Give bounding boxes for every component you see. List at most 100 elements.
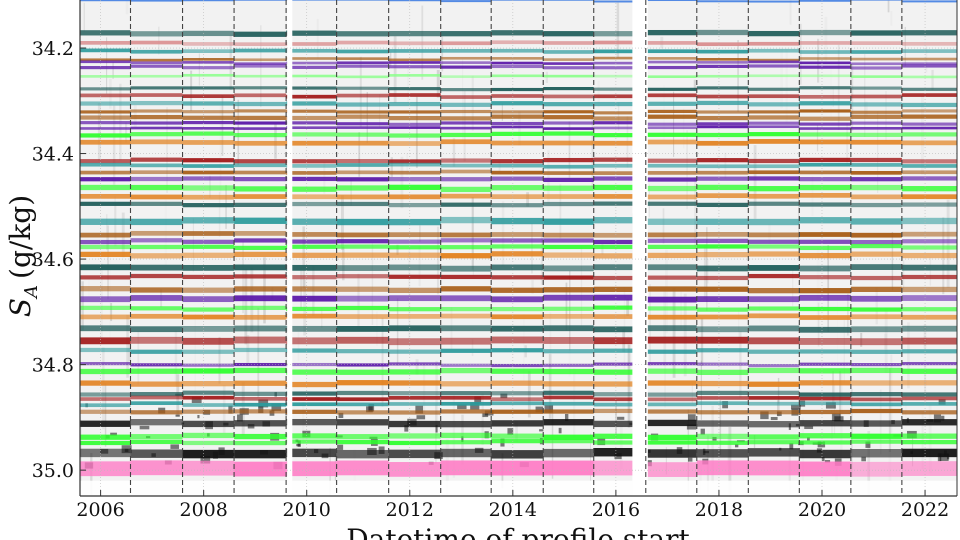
cluster-band-dark-teal <box>80 325 131 332</box>
cluster-band-light-red <box>182 42 235 46</box>
cluster-band-dark-red <box>182 158 235 163</box>
cluster-band-black <box>234 420 287 427</box>
noise-streak <box>436 226 440 295</box>
noise-streak <box>407 64 409 104</box>
cluster-bands <box>80 0 957 477</box>
cluster-band-brown <box>901 109 957 113</box>
noise-streak <box>350 177 352 206</box>
noise-streak <box>946 199 950 288</box>
cluster-band-green <box>543 368 594 375</box>
cluster-band-dark-red <box>80 397 131 401</box>
cluster-band-dark-red <box>696 336 749 344</box>
cluster-band-green <box>491 185 544 191</box>
cluster-band-green <box>748 434 800 440</box>
noise-streak <box>415 96 418 168</box>
cluster-band-green <box>901 433 957 439</box>
cluster-band-teal <box>543 218 594 225</box>
cluster-band-brown <box>645 232 697 238</box>
cluster-band-green <box>645 185 697 192</box>
noise-dark-point <box>404 425 409 432</box>
noise-streak <box>114 196 116 238</box>
cluster-band-dark-red <box>850 397 902 402</box>
y-tick-label: 35.0 <box>32 460 74 482</box>
cluster-band-dark-teal <box>336 201 389 207</box>
cluster-band-green <box>234 245 287 250</box>
cluster-band-brown <box>388 170 441 175</box>
noise-streak <box>662 208 665 244</box>
cluster-band-brown <box>182 170 235 175</box>
cluster-band-orange <box>901 140 957 146</box>
cluster-band-green <box>799 306 851 312</box>
cluster-band-purple <box>130 64 183 68</box>
cluster-band-teal <box>130 218 183 226</box>
cluster-band-brown <box>80 58 131 62</box>
noise-streak <box>396 244 399 255</box>
cluster-band-brown <box>799 109 851 113</box>
cluster-band-purple <box>696 125 749 129</box>
cluster-band-teal <box>336 102 389 107</box>
cluster-band-brown <box>388 110 441 114</box>
noise-streak <box>559 184 562 239</box>
noise-streak <box>616 2 620 58</box>
noise-streak <box>124 122 128 143</box>
cluster-band-dark-red <box>440 395 492 400</box>
cluster-band-brown <box>901 170 957 175</box>
cluster-band-green <box>440 132 492 138</box>
cluster-band-purple <box>336 122 389 126</box>
axes-frame <box>79 0 958 497</box>
cluster-band-purple <box>491 125 544 129</box>
cluster-band-dark-teal <box>748 390 800 395</box>
cluster-band-purple <box>645 362 697 366</box>
noise-streak <box>672 287 676 378</box>
cluster-band-purple <box>645 65 697 70</box>
noise-streak <box>472 251 474 276</box>
noise-streak <box>481 393 484 445</box>
cluster-band-dark-teal <box>645 29 697 36</box>
noise-streak <box>887 0 890 13</box>
cluster-band-light-green <box>799 74 851 78</box>
cluster-band-green <box>696 132 749 138</box>
cluster-band-green <box>901 186 957 192</box>
cluster-band-teal <box>336 402 389 407</box>
cluster-band-brown <box>440 56 492 60</box>
cluster-band-dark-red <box>901 159 957 164</box>
cluster-band-teal <box>696 218 749 225</box>
noise-streak <box>190 70 193 111</box>
noise-streak <box>408 250 411 339</box>
cluster-band-pink <box>336 460 389 476</box>
cluster-band-dark-teal <box>799 392 851 397</box>
cluster-band-teal <box>799 401 851 406</box>
y-tick-label: 34.2 <box>32 38 74 60</box>
y-ticks: 34.2 34.4 34.6 34.8 35.0 <box>32 38 86 482</box>
noise-streak <box>462 59 464 143</box>
cluster-band-purple <box>130 295 183 301</box>
noise-streak <box>547 150 550 204</box>
noise-streak <box>112 105 116 185</box>
cluster-band-dark-red <box>286 337 337 345</box>
cluster-band-brown <box>80 115 131 120</box>
cluster-band-teal <box>645 101 697 106</box>
cluster-band-brown <box>696 286 749 292</box>
cluster-band-brown <box>748 232 800 238</box>
cluster-band-purple <box>645 122 697 126</box>
cluster-band-teal <box>130 349 183 354</box>
cluster-band-purple <box>696 64 749 68</box>
cluster-band-dark-red <box>388 274 441 279</box>
cluster-band-orange <box>901 314 957 320</box>
cluster-band-dark-teal <box>440 325 492 332</box>
cluster-band-dark-teal <box>748 325 800 332</box>
cluster-band-orange <box>799 139 851 145</box>
cluster-band-green <box>901 307 957 312</box>
noise-dark-point <box>507 428 514 435</box>
cluster-band-teal <box>182 349 235 354</box>
cluster-band-dark-teal <box>543 265 594 272</box>
noise-streak <box>686 130 688 210</box>
cluster-band-brown <box>799 288 851 294</box>
cluster-band-dark-red <box>645 93 697 98</box>
cluster-band-dark-red <box>80 337 131 345</box>
noise-streak <box>568 121 571 178</box>
cluster-band-black <box>850 420 902 427</box>
cluster-band-teal <box>543 164 594 169</box>
cluster-band-dark-red <box>388 93 441 97</box>
cluster-band-dark-red <box>388 338 441 346</box>
